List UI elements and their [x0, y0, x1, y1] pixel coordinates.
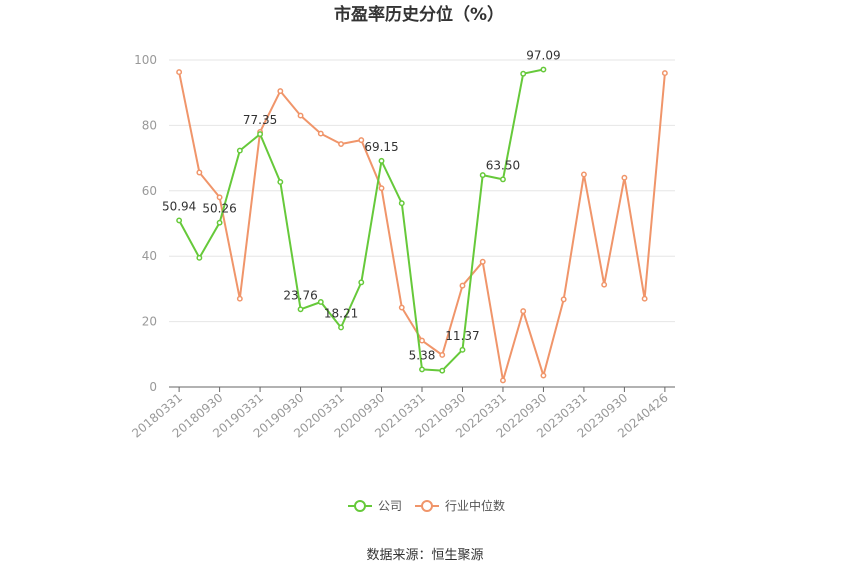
y-tick-label: 80 [142, 118, 157, 132]
data-point[interactable] [560, 296, 567, 303]
data-point[interactable] [439, 367, 446, 374]
legend-label: 行业中位数 [445, 498, 505, 513]
data-label: 77.35 [243, 113, 277, 127]
chart-title: 市盈率历史分位（%） [334, 4, 504, 25]
data-point[interactable] [176, 217, 183, 224]
legend-item[interactable]: 公司 [348, 499, 402, 513]
data-label: 63.50 [486, 158, 520, 172]
data-point[interactable] [297, 306, 304, 313]
data-point[interactable] [378, 157, 385, 164]
data-point[interactable] [540, 372, 547, 379]
data-point[interactable] [419, 337, 425, 344]
data-label: 97.09 [526, 49, 560, 63]
data-point[interactable] [500, 176, 506, 183]
data-point[interactable] [317, 130, 324, 137]
legend: 公司 行业中位数 [348, 498, 505, 513]
data-point[interactable] [459, 282, 466, 289]
legend-item[interactable]: 行业中位数 [415, 498, 505, 513]
data-point[interactable] [216, 219, 223, 226]
data-point[interactable] [196, 254, 203, 261]
data-label: 18.21 [324, 306, 358, 320]
data-point[interactable] [196, 169, 203, 176]
legend-swatch-marker [421, 500, 433, 512]
data-point[interactable] [236, 295, 243, 302]
data-point[interactable] [621, 174, 628, 181]
data-point[interactable] [358, 137, 365, 144]
data-point[interactable] [277, 88, 284, 95]
data-point[interactable] [580, 171, 587, 178]
data-point[interactable] [236, 147, 243, 154]
data-point[interactable] [398, 200, 405, 207]
y-tick-label: 40 [142, 249, 157, 263]
series-layer [176, 66, 668, 384]
y-tick-label: 60 [142, 184, 157, 198]
data-point[interactable] [661, 70, 668, 77]
data-label: 69.15 [364, 140, 398, 154]
data-point[interactable] [338, 141, 344, 147]
y-tick-label: 100 [134, 53, 157, 67]
data-point[interactable] [277, 179, 284, 185]
data-label: 23.76 [283, 288, 317, 302]
data-point[interactable] [419, 366, 425, 373]
x-axis: 2018033120180930201903312019093020200331… [129, 386, 675, 441]
data-point[interactable] [297, 112, 304, 119]
data-label: 5.38 [409, 348, 436, 362]
data-point[interactable] [520, 308, 527, 315]
data-point[interactable] [398, 304, 405, 311]
data-point[interactable] [500, 377, 506, 384]
y-tick-label: 0 [149, 380, 157, 394]
data-point[interactable] [479, 172, 486, 179]
data-point[interactable] [601, 281, 608, 288]
data-point[interactable] [459, 346, 466, 353]
y-tick-label: 20 [142, 315, 157, 329]
data-label: 50.26 [202, 202, 236, 216]
data-point[interactable] [439, 352, 446, 358]
grid-lines [169, 59, 675, 323]
legend-swatch-marker [354, 500, 366, 512]
data-point[interactable] [378, 185, 385, 192]
data-point[interactable] [257, 131, 264, 138]
data-point[interactable] [479, 258, 486, 265]
data-label: 50.94 [162, 199, 196, 213]
data-label: 11.37 [445, 329, 479, 343]
data-point[interactable] [317, 299, 324, 305]
data-point[interactable] [358, 279, 365, 286]
source-note: 数据来源：恒生聚源 [366, 548, 483, 563]
data-point[interactable] [176, 69, 183, 76]
data-point[interactable] [520, 70, 527, 77]
data-point[interactable] [216, 194, 223, 201]
legend-label: 公司 [378, 499, 402, 513]
series-0 [176, 66, 547, 374]
series-line [178, 68, 544, 372]
data-labels: 50.94 50.26 77.35 23.76 18.21 69.15 5.38 11.37 6… [162, 49, 561, 363]
data-point[interactable] [338, 324, 344, 331]
y-axis-ticks: 0 20 40 60 80 100 [134, 53, 157, 394]
data-point[interactable] [540, 66, 547, 73]
data-point[interactable] [641, 295, 648, 302]
